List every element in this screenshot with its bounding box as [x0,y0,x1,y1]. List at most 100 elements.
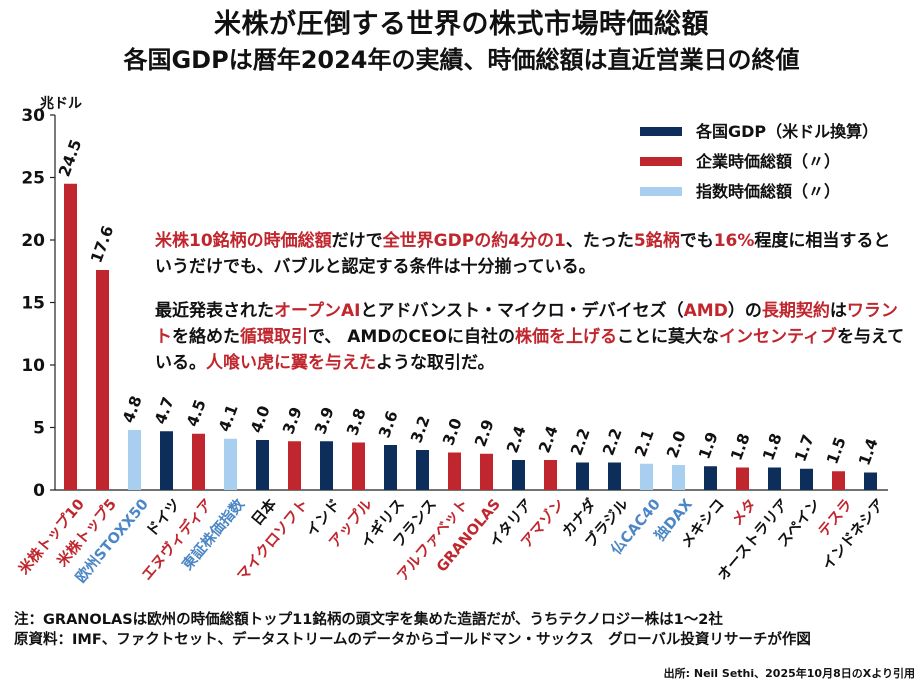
bar [160,431,173,490]
bar-value-label: 1.8 [759,431,785,463]
body-text: でも [679,231,714,251]
bar-value-label: 2.2 [599,426,625,458]
bar-value-label: 1.5 [823,435,849,467]
annotation-openai-amd: 最近発表されたオープンAIとアドバンスト・マイクロ・デバイセズ（AMD）の長期契… [155,298,907,376]
bar [416,450,429,490]
body-text: 程度に相当するというだけでも、バブルと認定する条件は十分揃っている。 [155,231,891,277]
chart-title: 米株が圧倒する世界の株式市場時価総額 [214,9,709,40]
bar [384,445,397,490]
bar [608,462,621,490]
bar [672,465,685,490]
bar-value-label: 3.6 [375,408,401,440]
legend-swatch [640,157,682,166]
bar-value-label: 3.9 [279,405,305,437]
category-label: 日本 [247,495,280,529]
bar [64,183,77,490]
y-tick-label: 25 [21,169,45,189]
body-text: を与えている。 [155,327,905,373]
body-text: で、 AMDのCEOに自社の [308,327,515,347]
highlight-text: 米株10銘柄の時価総額 [155,231,332,251]
bar-value-label: 4.7 [151,395,177,427]
y-tick-label: 10 [21,356,45,376]
body-text: 最近発表された [155,301,274,321]
highlight-text: 5銘柄 [633,231,680,251]
bar [448,452,461,490]
bar-value-label: 4.0 [247,403,273,435]
bar-value-label: 2.4 [535,423,561,455]
bar-value-label: 2.4 [503,423,529,455]
highlight-text: オープンAI [274,301,361,321]
bar [640,463,653,490]
legend-swatch [640,187,682,196]
bar-value-label: 3.2 [407,413,433,445]
annotation-bubble-conditions: 米株10銘柄の時価総額だけで全世界GDPの約4分の1、たった5銘柄でも16%程度… [155,228,907,280]
bar [768,467,781,490]
bar [704,466,717,490]
legend-label: 指数時価総額（〃） [696,182,840,201]
bar [800,468,813,490]
note-text: 注：GRANOLASは欧州の時価総額トップ11銘柄の頭文字を集めた造語だが、うち… [14,612,723,628]
legend-label: 企業時価総額（〃） [695,152,840,171]
footnote: 注：GRANOLASは欧州の時価総額トップ11銘柄の頭文字を集めた造語だが、うち… [14,610,914,650]
bar-value-label: 1.9 [695,430,721,462]
bar-value-label: 2.2 [567,426,593,458]
bar [256,440,269,490]
bar [128,430,141,490]
bar [736,467,749,490]
bar [320,441,333,490]
body-text: を絡めた [172,327,240,347]
bar-value-label: 3.8 [343,406,369,438]
bar [864,472,877,490]
chart-subtitle: 各国GDPは暦年2024年の実績、時価総額は直近営業日の終値 [123,46,800,74]
body-text: 、たった [565,231,634,251]
highlight-text: 人喰い虎に翼を与えた [206,353,376,373]
bar-value-label: 24.5 [55,137,85,179]
bar [288,441,301,490]
highlight-text: ワラント [155,301,898,347]
legend-label: 各国GDP（米ドル換算） [695,122,878,141]
bar-value-label: 4.8 [119,393,145,425]
highlight-text: 16% [713,231,755,251]
bar-value-label: 1.7 [791,432,817,464]
bar [832,471,845,490]
bar-value-label: 4.1 [215,402,241,434]
bar [576,462,589,490]
y-unit-label: 兆ドル [40,96,82,112]
legend-swatch [640,127,682,136]
bar [544,460,557,490]
bar-value-label: 17.6 [87,223,117,265]
body-text: は [829,301,847,321]
highlight-text: 全世界GDPの約4分の1 [382,231,566,251]
bar [512,460,525,490]
y-tick-label: 5 [33,419,45,439]
body-text: ）の [727,301,762,321]
bar [480,453,493,490]
bar-value-label: 3.9 [311,405,337,437]
highlight-text: 長期契約 [761,301,830,321]
bar-value-label: 3.0 [439,416,465,448]
category-label: メタ [728,496,760,529]
body-text: ような取引だ。 [376,353,495,373]
highlight-text: 株価を上げる [514,327,617,347]
bar-value-label: 2.9 [471,417,497,449]
bar-value-label: 2.1 [631,427,657,459]
bar [96,270,109,490]
bar [224,438,237,490]
legend: 各国GDP（米ドル換算） 企業時価総額（〃） 指数時価総額（〃） [640,122,878,201]
highlight-text: インセンティブ [718,327,837,347]
body-text: とアドバンスト・マイクロ・デバイセズ（ [360,301,684,321]
highlight-text: AMD [683,301,728,321]
bars [64,183,877,490]
y-tick-label: 30 [21,106,45,126]
y-tick-label: 15 [21,294,45,314]
y-tick-label: 20 [21,231,45,251]
bar-value-label: 2.0 [663,428,689,460]
source-text: 原資料：IMF、ファクトセット、データストリームのデータからゴールドマン・サック… [14,632,811,648]
bar [192,433,205,490]
body-text: だけで [331,231,383,251]
body-text: ことに莫大な [616,327,719,347]
bar [352,442,365,490]
